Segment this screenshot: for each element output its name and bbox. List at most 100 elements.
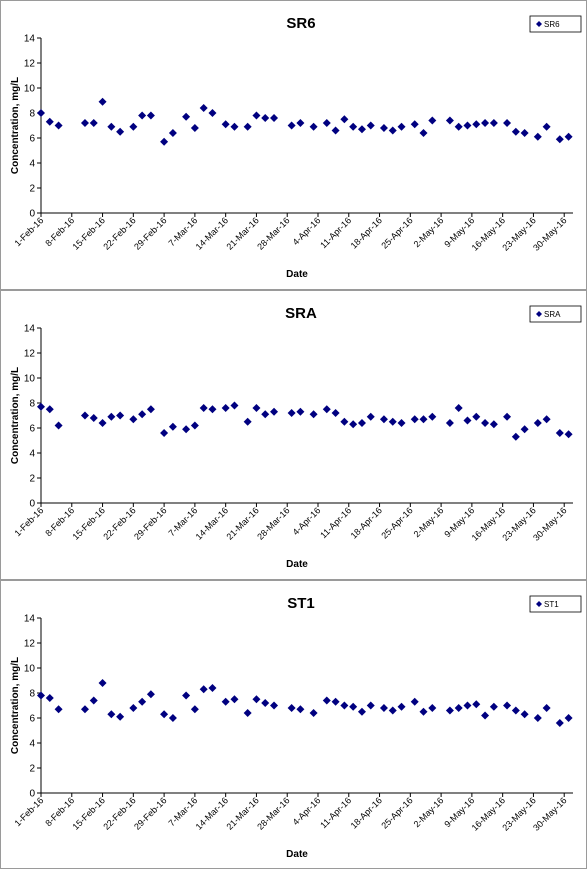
data-point xyxy=(322,696,331,705)
data-point xyxy=(243,122,252,131)
data-point xyxy=(54,705,63,714)
data-point xyxy=(54,121,63,130)
data-point xyxy=(199,404,208,412)
data-point xyxy=(89,119,98,127)
x-tick-label: 22-Feb-16 xyxy=(101,795,137,831)
data-point xyxy=(428,412,437,421)
data-point xyxy=(388,126,397,135)
data-point xyxy=(45,694,54,702)
data-point xyxy=(542,704,551,712)
data-point xyxy=(555,429,564,437)
data-point xyxy=(230,695,239,704)
data-point xyxy=(481,711,490,720)
data-point xyxy=(331,126,340,135)
data-point xyxy=(463,121,472,130)
data-point xyxy=(564,430,573,439)
y-tick-label: 8 xyxy=(29,399,35,410)
data-point xyxy=(489,119,498,127)
data-point xyxy=(357,125,366,134)
y-tick-label: 6 xyxy=(29,134,35,145)
data-point xyxy=(533,714,542,722)
data-point xyxy=(511,706,520,715)
data-point xyxy=(199,104,208,112)
x-tick-label: 2-May-16 xyxy=(412,795,446,829)
data-point xyxy=(366,701,375,710)
data-point xyxy=(89,696,98,705)
data-point xyxy=(533,132,542,141)
data-point xyxy=(388,706,397,715)
legend: SRA xyxy=(529,305,582,323)
data-point xyxy=(252,111,261,120)
chart-title: ST1 xyxy=(287,595,315,612)
y-tick-label: 6 xyxy=(29,424,35,435)
data-point xyxy=(287,409,296,417)
x-tick-label: 11-Apr-16 xyxy=(318,505,353,540)
y-tick-label: 10 xyxy=(24,84,36,95)
x-tick-label: 21-Mar-16 xyxy=(224,505,260,541)
data-point xyxy=(454,404,463,412)
y-axis-label: Concentration, mg/L xyxy=(10,77,21,174)
data-point xyxy=(542,415,551,424)
data-point xyxy=(322,119,331,127)
legend-marker xyxy=(536,601,542,607)
y-tick-label: 4 xyxy=(29,159,35,170)
y-tick-label: 8 xyxy=(29,109,35,120)
legend-label: SRA xyxy=(544,310,561,319)
data-point xyxy=(221,120,230,129)
x-tick-label: 30-May-16 xyxy=(531,795,568,832)
data-point xyxy=(146,405,155,414)
x-tick-label: 21-Mar-16 xyxy=(224,795,260,831)
y-tick-label: 10 xyxy=(24,374,36,385)
data-point xyxy=(37,402,45,411)
data-point xyxy=(555,135,564,144)
data-point xyxy=(322,405,331,414)
data-point xyxy=(129,704,138,712)
x-tick-label: 14-Mar-16 xyxy=(194,795,230,831)
data-point xyxy=(454,704,463,712)
data-point xyxy=(138,111,147,120)
data-point xyxy=(208,405,217,414)
x-tick-label: 29-Feb-16 xyxy=(132,505,168,541)
data-point xyxy=(472,700,481,709)
x-tick-label: 4-Apr-16 xyxy=(291,215,323,247)
data-point xyxy=(520,425,529,434)
x-tick-label: 28-Mar-16 xyxy=(255,795,291,831)
data-point xyxy=(261,410,270,419)
x-tick-label: 30-May-16 xyxy=(531,505,568,542)
y-tick-label: 8 xyxy=(29,689,35,700)
data-point xyxy=(168,129,177,137)
data-point xyxy=(80,705,89,714)
x-tick-label: 25-Apr-16 xyxy=(379,795,414,830)
chart-panel: SR6 Concentration, mg/L Date 0 2 4 6 8 10 12 14 1-F… xyxy=(0,0,587,290)
data-point xyxy=(349,420,358,429)
data-point xyxy=(98,419,107,427)
legend: ST1 xyxy=(529,595,582,613)
data-point xyxy=(160,137,169,146)
data-point xyxy=(182,691,191,700)
y-tick-label: 12 xyxy=(24,59,36,70)
data-point xyxy=(481,419,490,427)
data-point xyxy=(520,129,529,137)
data-point xyxy=(309,410,318,419)
data-point xyxy=(296,407,305,416)
data-point xyxy=(37,109,45,117)
data-point xyxy=(463,416,472,425)
x-tick-label: 15-Feb-16 xyxy=(71,795,107,831)
data-point xyxy=(533,419,542,427)
x-tick-label: 21-Mar-16 xyxy=(224,215,260,251)
data-point xyxy=(270,407,279,416)
data-point xyxy=(489,420,498,429)
y-tick-label: 14 xyxy=(24,324,36,335)
y-tick-label: 12 xyxy=(24,349,36,360)
x-tick-label: 25-Apr-16 xyxy=(379,215,414,250)
data-point xyxy=(160,710,169,719)
x-tick-label: 28-Mar-16 xyxy=(255,215,291,251)
data-point xyxy=(107,710,116,719)
data-point xyxy=(107,412,116,421)
data-point xyxy=(340,701,349,710)
y-tick-label: 2 xyxy=(29,764,35,775)
data-point xyxy=(190,421,199,430)
legend-box xyxy=(529,305,582,323)
x-axis-label: Date xyxy=(286,269,308,280)
